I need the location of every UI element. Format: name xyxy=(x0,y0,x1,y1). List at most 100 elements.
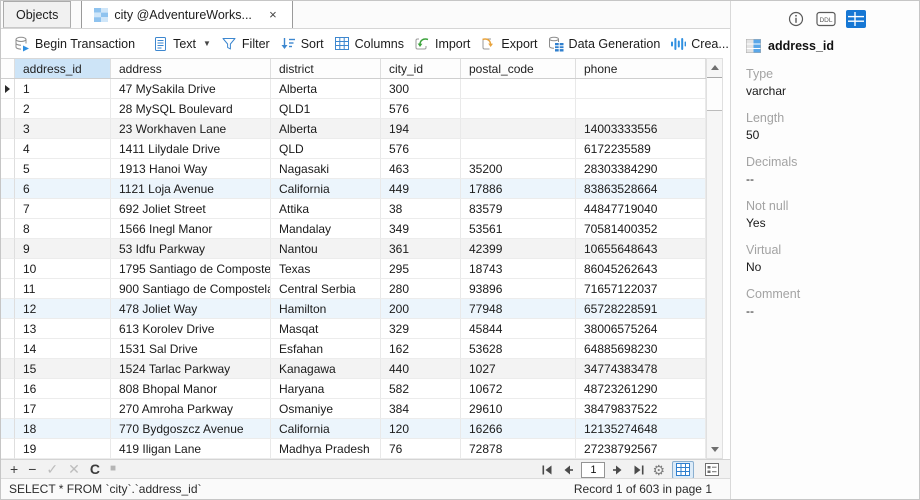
cell-address_id[interactable]: 6 xyxy=(15,179,111,199)
cell-phone[interactable] xyxy=(576,79,706,99)
cell-postal_code[interactable] xyxy=(461,139,576,159)
info-icon[interactable] xyxy=(786,10,806,28)
cell-address[interactable]: 1524 Tarlac Parkway xyxy=(111,359,271,379)
cell-phone[interactable]: 48723261290 xyxy=(576,379,706,399)
cell-district[interactable]: Nantou xyxy=(271,239,381,259)
cell-district[interactable]: QLD xyxy=(271,139,381,159)
cell-address_id[interactable]: 17 xyxy=(15,399,111,419)
create-chart-button[interactable]: Crea... xyxy=(665,33,734,55)
cell-postal_code[interactable] xyxy=(461,79,576,99)
cell-city_id[interactable]: 349 xyxy=(381,219,461,239)
apply-changes-button[interactable]: ✓ xyxy=(46,461,59,477)
cell-address[interactable]: 270 Amroha Parkway xyxy=(111,399,271,419)
cell-postal_code[interactable]: 42399 xyxy=(461,239,576,259)
cell-phone[interactable]: 10655648643 xyxy=(576,239,706,259)
cell-postal_code[interactable]: 35200 xyxy=(461,159,576,179)
cell-district[interactable]: Kanagawa xyxy=(271,359,381,379)
cell-phone[interactable]: 38479837522 xyxy=(576,399,706,419)
grid-view-toggle[interactable] xyxy=(672,460,694,479)
delete-record-button[interactable]: − xyxy=(28,461,37,477)
cell-address_id[interactable]: 5 xyxy=(15,159,111,179)
cell-city_id[interactable]: 582 xyxy=(381,379,461,399)
current-row-indicator[interactable] xyxy=(1,79,15,99)
page-number-input[interactable] xyxy=(581,461,606,478)
cell-postal_code[interactable] xyxy=(461,119,576,139)
cell-postal_code[interactable]: 53561 xyxy=(461,219,576,239)
scroll-up-button[interactable] xyxy=(707,59,722,76)
row-gutter[interactable] xyxy=(1,399,15,419)
cell-city_id[interactable]: 38 xyxy=(381,199,461,219)
row-gutter[interactable] xyxy=(1,259,15,279)
cell-address[interactable]: 1566 Inegl Manor xyxy=(111,219,271,239)
cell-address_id[interactable]: 13 xyxy=(15,319,111,339)
stop-button[interactable]: ■ xyxy=(109,463,117,474)
cell-postal_code[interactable]: 72878 xyxy=(461,439,576,459)
row-gutter[interactable] xyxy=(1,159,15,179)
cell-postal_code[interactable]: 83579 xyxy=(461,199,576,219)
chevron-down-icon[interactable]: ▼ xyxy=(203,39,211,48)
cell-district[interactable]: Nagasaki xyxy=(271,159,381,179)
cell-district[interactable]: Alberta xyxy=(271,119,381,139)
cell-address_id[interactable]: 16 xyxy=(15,379,111,399)
cell-city_id[interactable]: 200 xyxy=(381,299,461,319)
cell-phone[interactable]: 64885698230 xyxy=(576,339,706,359)
next-page-button[interactable] xyxy=(612,464,625,476)
cell-postal_code[interactable]: 53628 xyxy=(461,339,576,359)
cell-address_id[interactable]: 8 xyxy=(15,219,111,239)
cell-phone[interactable]: 34774383478 xyxy=(576,359,706,379)
cell-postal_code[interactable]: 29610 xyxy=(461,399,576,419)
row-gutter[interactable] xyxy=(1,359,15,379)
cell-city_id[interactable]: 295 xyxy=(381,259,461,279)
cell-postal_code[interactable]: 77948 xyxy=(461,299,576,319)
cell-phone[interactable]: 83863528664 xyxy=(576,179,706,199)
cell-city_id[interactable]: 576 xyxy=(381,139,461,159)
cell-phone[interactable]: 12135274648 xyxy=(576,419,706,439)
cell-district[interactable]: Texas xyxy=(271,259,381,279)
cell-postal_code[interactable]: 1027 xyxy=(461,359,576,379)
cell-address[interactable]: 1411 Lilydale Drive xyxy=(111,139,271,159)
row-gutter[interactable] xyxy=(1,439,15,459)
cell-district[interactable]: California xyxy=(271,179,381,199)
cell-address[interactable]: 419 Iligan Lane xyxy=(111,439,271,459)
tab-close-icon[interactable]: × xyxy=(269,7,277,22)
cell-district[interactable]: QLD1 xyxy=(271,99,381,119)
row-gutter[interactable] xyxy=(1,219,15,239)
cell-address[interactable]: 1121 Loja Avenue xyxy=(111,179,271,199)
cell-address_id[interactable]: 11 xyxy=(15,279,111,299)
cell-city_id[interactable]: 280 xyxy=(381,279,461,299)
ddl-icon[interactable]: DDL xyxy=(815,10,836,28)
row-gutter[interactable] xyxy=(1,99,15,119)
column-header-city_id[interactable]: city_id xyxy=(381,59,461,78)
cell-district[interactable]: Central Serbia xyxy=(271,279,381,299)
column-header-postal_code[interactable]: postal_code xyxy=(461,59,576,78)
row-gutter[interactable] xyxy=(1,419,15,439)
add-record-button[interactable]: + xyxy=(10,461,19,477)
cell-city_id[interactable]: 463 xyxy=(381,159,461,179)
cell-district[interactable]: Hamilton xyxy=(271,299,381,319)
cell-phone[interactable]: 44847719040 xyxy=(576,199,706,219)
column-header-district[interactable]: district xyxy=(271,59,381,78)
cell-district[interactable]: Masqat xyxy=(271,319,381,339)
cell-address_id[interactable]: 7 xyxy=(15,199,111,219)
cell-postal_code[interactable]: 10672 xyxy=(461,379,576,399)
cell-phone[interactable]: 14003333556 xyxy=(576,119,706,139)
row-gutter[interactable] xyxy=(1,139,15,159)
cell-address[interactable]: 808 Bhopal Manor xyxy=(111,379,271,399)
cell-city_id[interactable]: 300 xyxy=(381,79,461,99)
filter-button[interactable]: Filter xyxy=(216,33,275,54)
cell-district[interactable]: Alberta xyxy=(271,79,381,99)
text-view-button[interactable]: Text ▼ xyxy=(148,33,216,55)
cell-address[interactable]: 1795 Santiago de Composte xyxy=(111,259,271,279)
column-header-address_id[interactable]: address_id xyxy=(15,59,111,78)
cell-address[interactable]: 28 MySQL Boulevard xyxy=(111,99,271,119)
cell-address[interactable]: 47 MySakila Drive xyxy=(111,79,271,99)
row-gutter[interactable] xyxy=(1,319,15,339)
cell-city_id[interactable]: 449 xyxy=(381,179,461,199)
cell-address[interactable]: 478 Joliet Way xyxy=(111,299,271,319)
cell-district[interactable]: California xyxy=(271,419,381,439)
sort-button[interactable]: Sort xyxy=(275,33,329,54)
discard-changes-button[interactable]: ✕ xyxy=(68,461,80,477)
first-page-button[interactable] xyxy=(541,464,554,476)
cell-city_id[interactable]: 361 xyxy=(381,239,461,259)
row-gutter[interactable] xyxy=(1,199,15,219)
